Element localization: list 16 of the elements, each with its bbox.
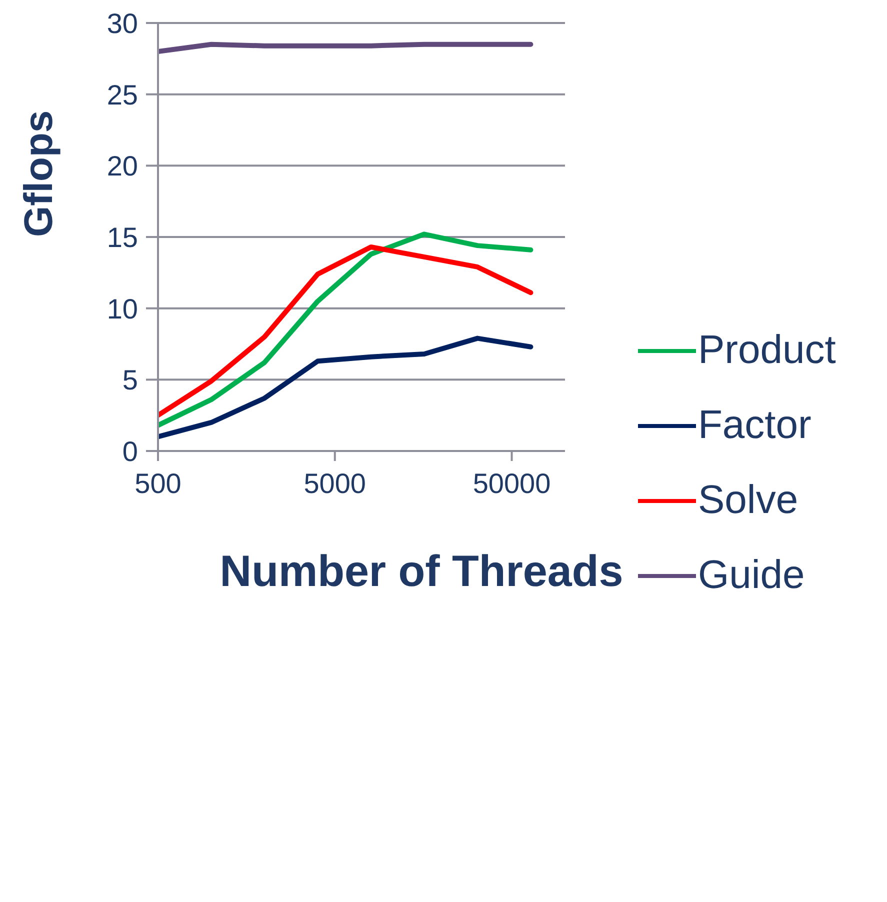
- y-tick-label: 20: [106, 150, 138, 182]
- y-tick-label: 5: [122, 364, 138, 396]
- legend-label: Guide: [698, 553, 805, 598]
- x-axis-title: Number of Threads: [220, 547, 624, 596]
- x-tick-label: 50000: [472, 468, 551, 499]
- y-tick-label: 10: [106, 293, 138, 324]
- y-tick-label: 15: [106, 222, 138, 253]
- y-tick-label: 0: [122, 436, 138, 467]
- y-tick-label: 30: [106, 8, 138, 39]
- legend-label: Solve: [698, 478, 798, 523]
- legend-label: Factor: [698, 403, 812, 448]
- x-tick-label: 500: [134, 468, 182, 499]
- x-tick-label: 5000: [304, 468, 366, 499]
- legend-label: Product: [698, 328, 836, 373]
- y-axis-title: Gflops: [17, 110, 62, 237]
- y-tick-label: 25: [106, 79, 138, 110]
